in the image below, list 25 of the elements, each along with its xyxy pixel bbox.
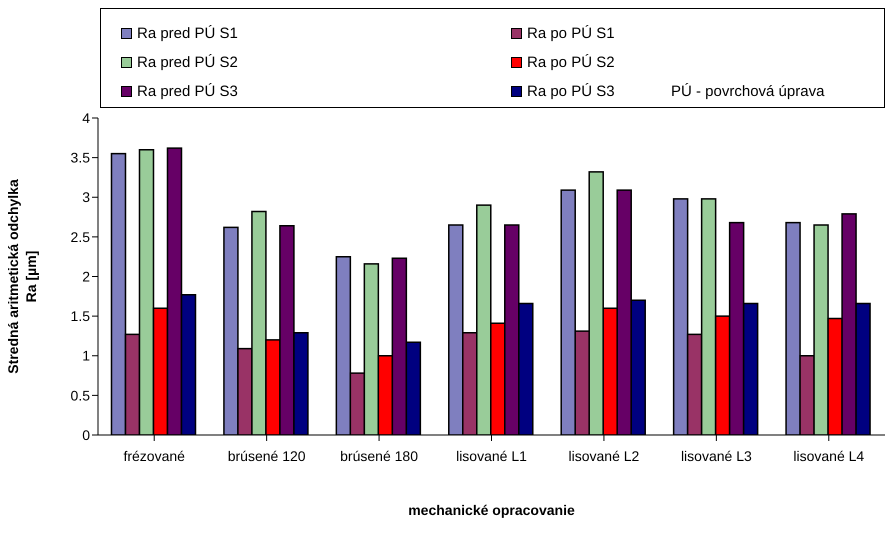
x-tick-label: lisované L2 (568, 448, 640, 464)
x-tick-label: lisované L4 (793, 448, 864, 464)
x-tick-label: brúsené 120 (228, 448, 306, 464)
y-tick-label: 0.5 (70, 387, 90, 404)
y-tick-label: 1.5 (70, 308, 90, 324)
y-tick-label: 2.5 (70, 228, 90, 245)
legend-label: Ra po PÚ S2 (527, 54, 615, 71)
legend-label: Ra pred PÚ S3 (137, 83, 238, 100)
legend-label: Ra po PÚ S1 (527, 25, 615, 42)
y-tick-label: 3 (82, 189, 90, 206)
x-axis-title: mechanické opracovanie (408, 502, 575, 518)
legend-label: Ra po PÚ S3 (527, 83, 615, 100)
y-tick-label: 1 (82, 348, 90, 364)
y-tick-label: 2 (82, 268, 90, 284)
y-tick-label: 4 (82, 110, 90, 126)
x-tick-label: lisované L1 (456, 448, 528, 464)
x-tick-label: frézované (123, 448, 186, 464)
y-tick-label: 3.5 (70, 150, 90, 166)
legend-label: Ra pred PÚ S1 (137, 25, 238, 42)
x-tick-label: brúsené 180 (340, 448, 418, 464)
text: PÚ - povrchová úprava (671, 82, 826, 102)
y-tick-label: 0 (82, 426, 90, 443)
x-tick-label: lisované L3 (680, 448, 752, 464)
y-axis-title: Stredná aritmetická odchylka Ra [µm] (5, 179, 39, 374)
legend-label: Ra pred PÚ S2 (137, 54, 238, 71)
